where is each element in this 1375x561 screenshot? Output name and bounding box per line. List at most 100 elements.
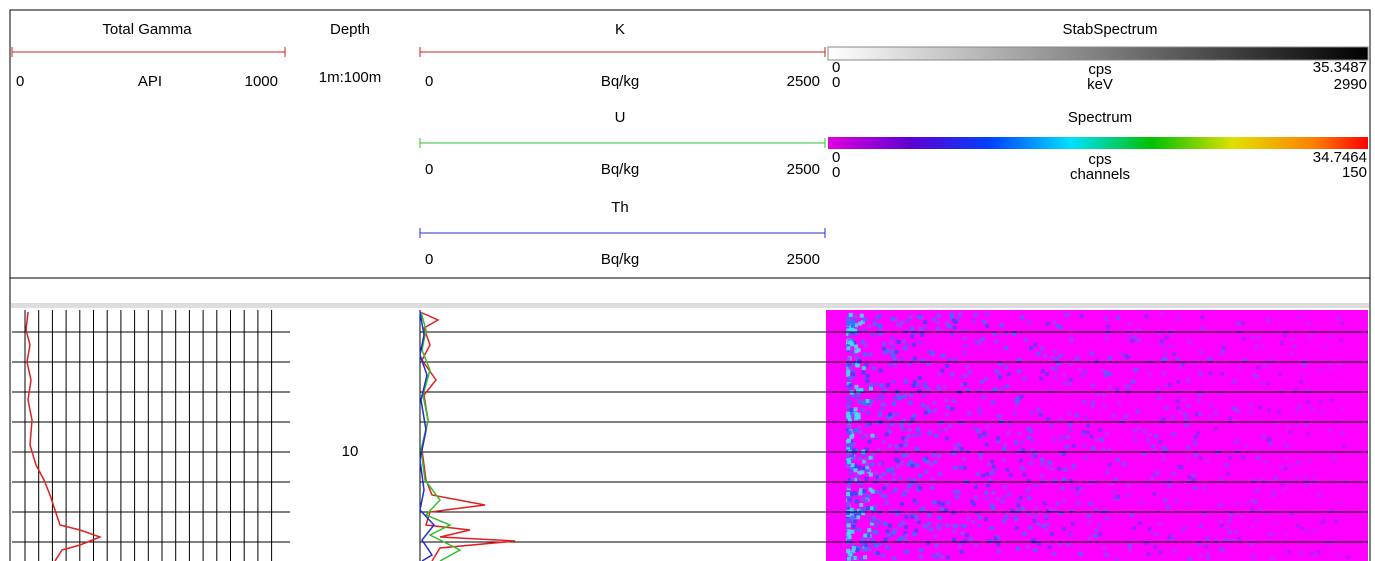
cell (864, 499, 869, 503)
cell (1045, 522, 1050, 527)
cell (1050, 355, 1055, 359)
cell (848, 400, 853, 405)
cell (912, 380, 917, 385)
cell (1027, 451, 1031, 455)
cell (896, 340, 901, 344)
cell (1162, 479, 1167, 484)
cell (1088, 502, 1093, 506)
cell (1062, 372, 1067, 377)
cell (1012, 411, 1017, 416)
cell (858, 321, 863, 326)
cell (846, 506, 851, 511)
cell (846, 415, 851, 420)
cell (848, 416, 853, 421)
cell (1172, 352, 1177, 357)
cell (904, 538, 909, 542)
cell (1329, 397, 1334, 402)
cell (941, 353, 946, 358)
cell (1045, 465, 1050, 470)
cell (984, 517, 988, 522)
cell (1255, 488, 1259, 493)
cell (1069, 532, 1074, 537)
cell (864, 363, 869, 368)
cell (849, 556, 854, 561)
cell (973, 495, 978, 500)
cell (993, 467, 998, 472)
cell (1062, 527, 1066, 531)
cell (1285, 424, 1290, 429)
cell (855, 363, 860, 368)
cell (965, 364, 970, 369)
cell (1157, 396, 1162, 401)
cell (855, 474, 860, 478)
cell (1306, 431, 1311, 436)
cell (900, 357, 904, 362)
cell (1256, 455, 1260, 460)
scale-bar (419, 47, 826, 57)
cell (886, 425, 891, 429)
cell (1128, 543, 1133, 548)
cell (1159, 338, 1164, 343)
cell (870, 462, 875, 467)
cell (1324, 344, 1329, 349)
cell (854, 384, 859, 389)
cell (910, 357, 915, 362)
cell (875, 474, 880, 479)
cell (1106, 324, 1111, 329)
cell (1067, 411, 1072, 416)
scale-max: 2500 (787, 251, 820, 268)
cell (887, 444, 892, 449)
cell (880, 493, 885, 498)
scale-unit: API (138, 73, 162, 90)
cell (909, 393, 913, 398)
cell (895, 411, 899, 416)
cell (1088, 536, 1093, 541)
cell (1135, 409, 1140, 414)
cell (860, 319, 865, 324)
cell (847, 535, 852, 539)
cell (1221, 345, 1226, 350)
cell (1020, 315, 1025, 320)
cell (1029, 461, 1034, 466)
cell (995, 496, 1000, 501)
cell (874, 471, 879, 475)
cell (1020, 466, 1025, 471)
cell (1191, 477, 1196, 482)
cell (1075, 356, 1079, 361)
cell (1104, 373, 1109, 378)
cell (1219, 523, 1224, 528)
cell (1108, 359, 1113, 364)
cell (991, 400, 996, 405)
cell (869, 542, 874, 547)
cell (1191, 473, 1196, 478)
cell (958, 465, 963, 469)
cell (1062, 499, 1067, 503)
cell (899, 502, 904, 506)
cell (1277, 410, 1281, 415)
cell (1015, 509, 1020, 514)
cell (1013, 516, 1018, 521)
cell (1160, 452, 1165, 457)
cell (969, 499, 974, 504)
scale-unit: channels (1070, 166, 1130, 183)
cell (1040, 369, 1045, 374)
cell (1193, 441, 1198, 446)
cell (894, 350, 899, 354)
cell (866, 515, 871, 520)
cell (1245, 501, 1250, 506)
cell (915, 447, 920, 451)
cell (971, 520, 975, 525)
cell (895, 449, 900, 454)
cell (993, 536, 998, 541)
cell (878, 323, 882, 328)
cell (852, 524, 857, 529)
cell (1332, 454, 1337, 459)
cell (1149, 476, 1154, 480)
cell (1233, 530, 1238, 535)
cell (869, 521, 874, 526)
cell (913, 433, 918, 438)
cell (945, 555, 950, 560)
cell (858, 491, 863, 496)
cell (961, 457, 966, 462)
